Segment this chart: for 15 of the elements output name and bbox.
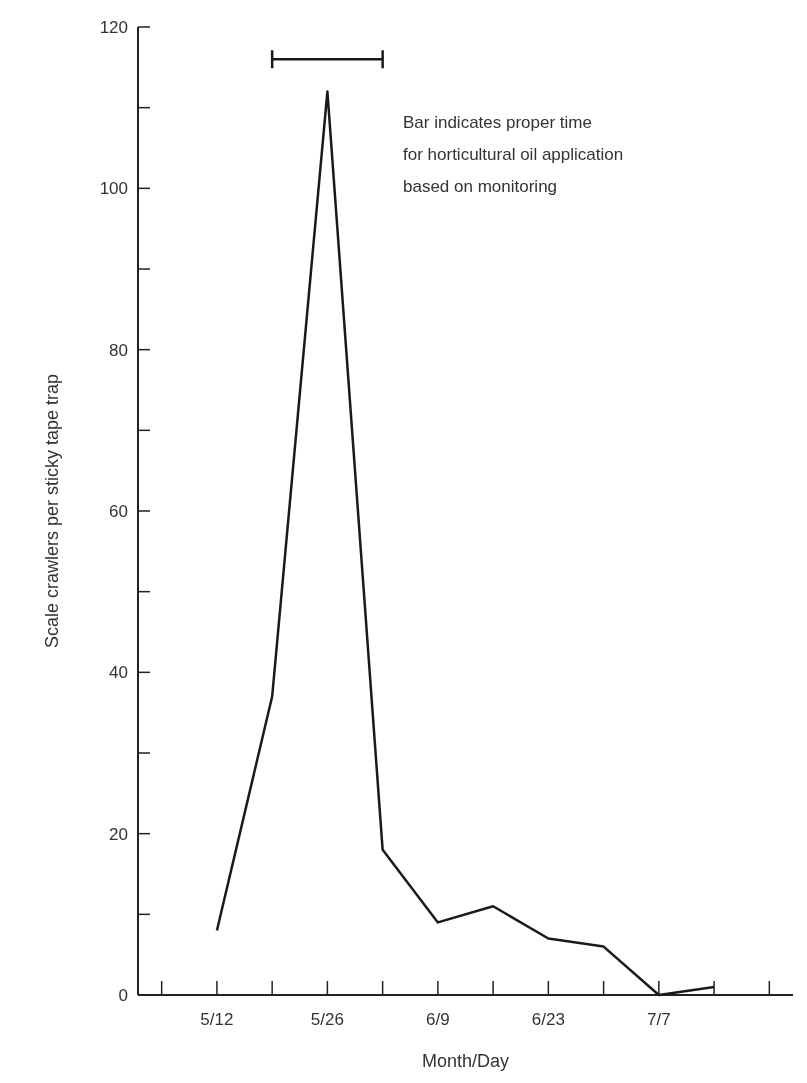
x-tick-label: 6/23 bbox=[531, 1010, 565, 1029]
y-tick-label: 120 bbox=[99, 17, 128, 37]
x-tick-label: 6/9 bbox=[426, 1010, 450, 1029]
y-tick-label: 80 bbox=[109, 340, 128, 360]
y-tick-label: 60 bbox=[109, 501, 128, 521]
x-tick-label: 5/26 bbox=[310, 1010, 344, 1029]
x-tick-label: 7/7 bbox=[647, 1010, 671, 1029]
y-tick-label: 0 bbox=[118, 985, 128, 1005]
y-axis-title: Scale crawlers per sticky tape trap bbox=[42, 373, 62, 649]
x-tick-label: 5/12 bbox=[200, 1010, 234, 1029]
y-tick-label: 40 bbox=[109, 663, 128, 683]
y-tick-label: 20 bbox=[109, 824, 128, 844]
y-tick-label: 100 bbox=[99, 179, 128, 199]
annotation: Bar indicates proper time for horticultural oil application based on monitoring bbox=[403, 113, 624, 196]
x-axis-title: Month/Day bbox=[421, 1051, 510, 1071]
